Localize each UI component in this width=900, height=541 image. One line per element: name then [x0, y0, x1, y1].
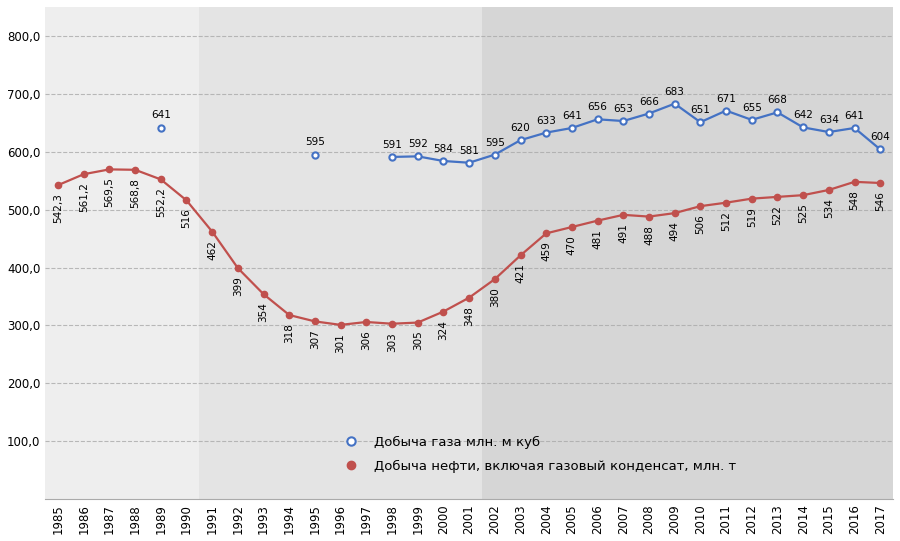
Text: 348: 348	[464, 306, 474, 326]
Text: 305: 305	[413, 331, 423, 351]
Text: 522: 522	[772, 205, 782, 225]
Text: 516: 516	[182, 208, 192, 228]
Text: 324: 324	[438, 320, 448, 340]
Text: 306: 306	[361, 330, 372, 350]
Legend: Добыча газа млн. м куб, Добыча нефти, включая газовый конденсат, млн. т: Добыча газа млн. м куб, Добыча нефти, вк…	[332, 431, 742, 478]
Text: 666: 666	[639, 96, 659, 107]
Text: 519: 519	[747, 207, 757, 227]
Text: 525: 525	[798, 203, 808, 223]
Text: 548: 548	[850, 190, 859, 210]
Text: 301: 301	[336, 333, 346, 353]
Text: 581: 581	[459, 146, 479, 156]
Text: 462: 462	[207, 240, 217, 260]
Text: 421: 421	[516, 263, 526, 283]
Text: 542,3: 542,3	[53, 193, 63, 223]
Bar	[199, 7, 482, 499]
Text: 620: 620	[510, 123, 530, 133]
Text: 546: 546	[875, 191, 886, 211]
Text: 633: 633	[536, 116, 556, 126]
Text: 303: 303	[387, 332, 397, 352]
Text: 491: 491	[618, 223, 628, 243]
Text: 595: 595	[485, 137, 505, 148]
Text: 534: 534	[824, 198, 833, 218]
Text: 506: 506	[696, 214, 706, 234]
Text: 494: 494	[670, 221, 680, 241]
Text: 641: 641	[151, 110, 171, 120]
Text: 591: 591	[382, 140, 402, 150]
Text: 307: 307	[310, 329, 320, 349]
Text: 318: 318	[284, 323, 294, 343]
Text: 584: 584	[434, 144, 454, 154]
Text: 561,2: 561,2	[78, 182, 89, 212]
Text: 668: 668	[768, 95, 788, 105]
Bar	[482, 7, 893, 499]
Text: 569,5: 569,5	[104, 177, 114, 207]
Text: 380: 380	[490, 287, 500, 307]
Text: 512: 512	[721, 211, 731, 230]
Text: 671: 671	[716, 94, 736, 104]
Text: 642: 642	[793, 110, 813, 121]
Text: 656: 656	[588, 102, 608, 113]
Text: 488: 488	[644, 225, 654, 245]
Text: 459: 459	[541, 241, 551, 261]
Text: 568,8: 568,8	[130, 178, 140, 208]
Text: 470: 470	[567, 235, 577, 255]
Text: 481: 481	[592, 229, 603, 249]
Text: 641: 641	[562, 111, 581, 121]
Text: 651: 651	[690, 105, 710, 115]
Text: 552,2: 552,2	[156, 188, 166, 217]
Text: 641: 641	[844, 111, 865, 121]
Text: 683: 683	[665, 87, 685, 97]
Text: 592: 592	[408, 140, 427, 149]
Text: 655: 655	[742, 103, 761, 113]
Text: 354: 354	[258, 302, 268, 322]
Text: 595: 595	[305, 136, 325, 147]
Bar	[45, 7, 199, 499]
Text: 653: 653	[613, 104, 634, 114]
Text: 604: 604	[870, 133, 890, 142]
Text: 634: 634	[819, 115, 839, 125]
Text: 399: 399	[233, 276, 243, 296]
